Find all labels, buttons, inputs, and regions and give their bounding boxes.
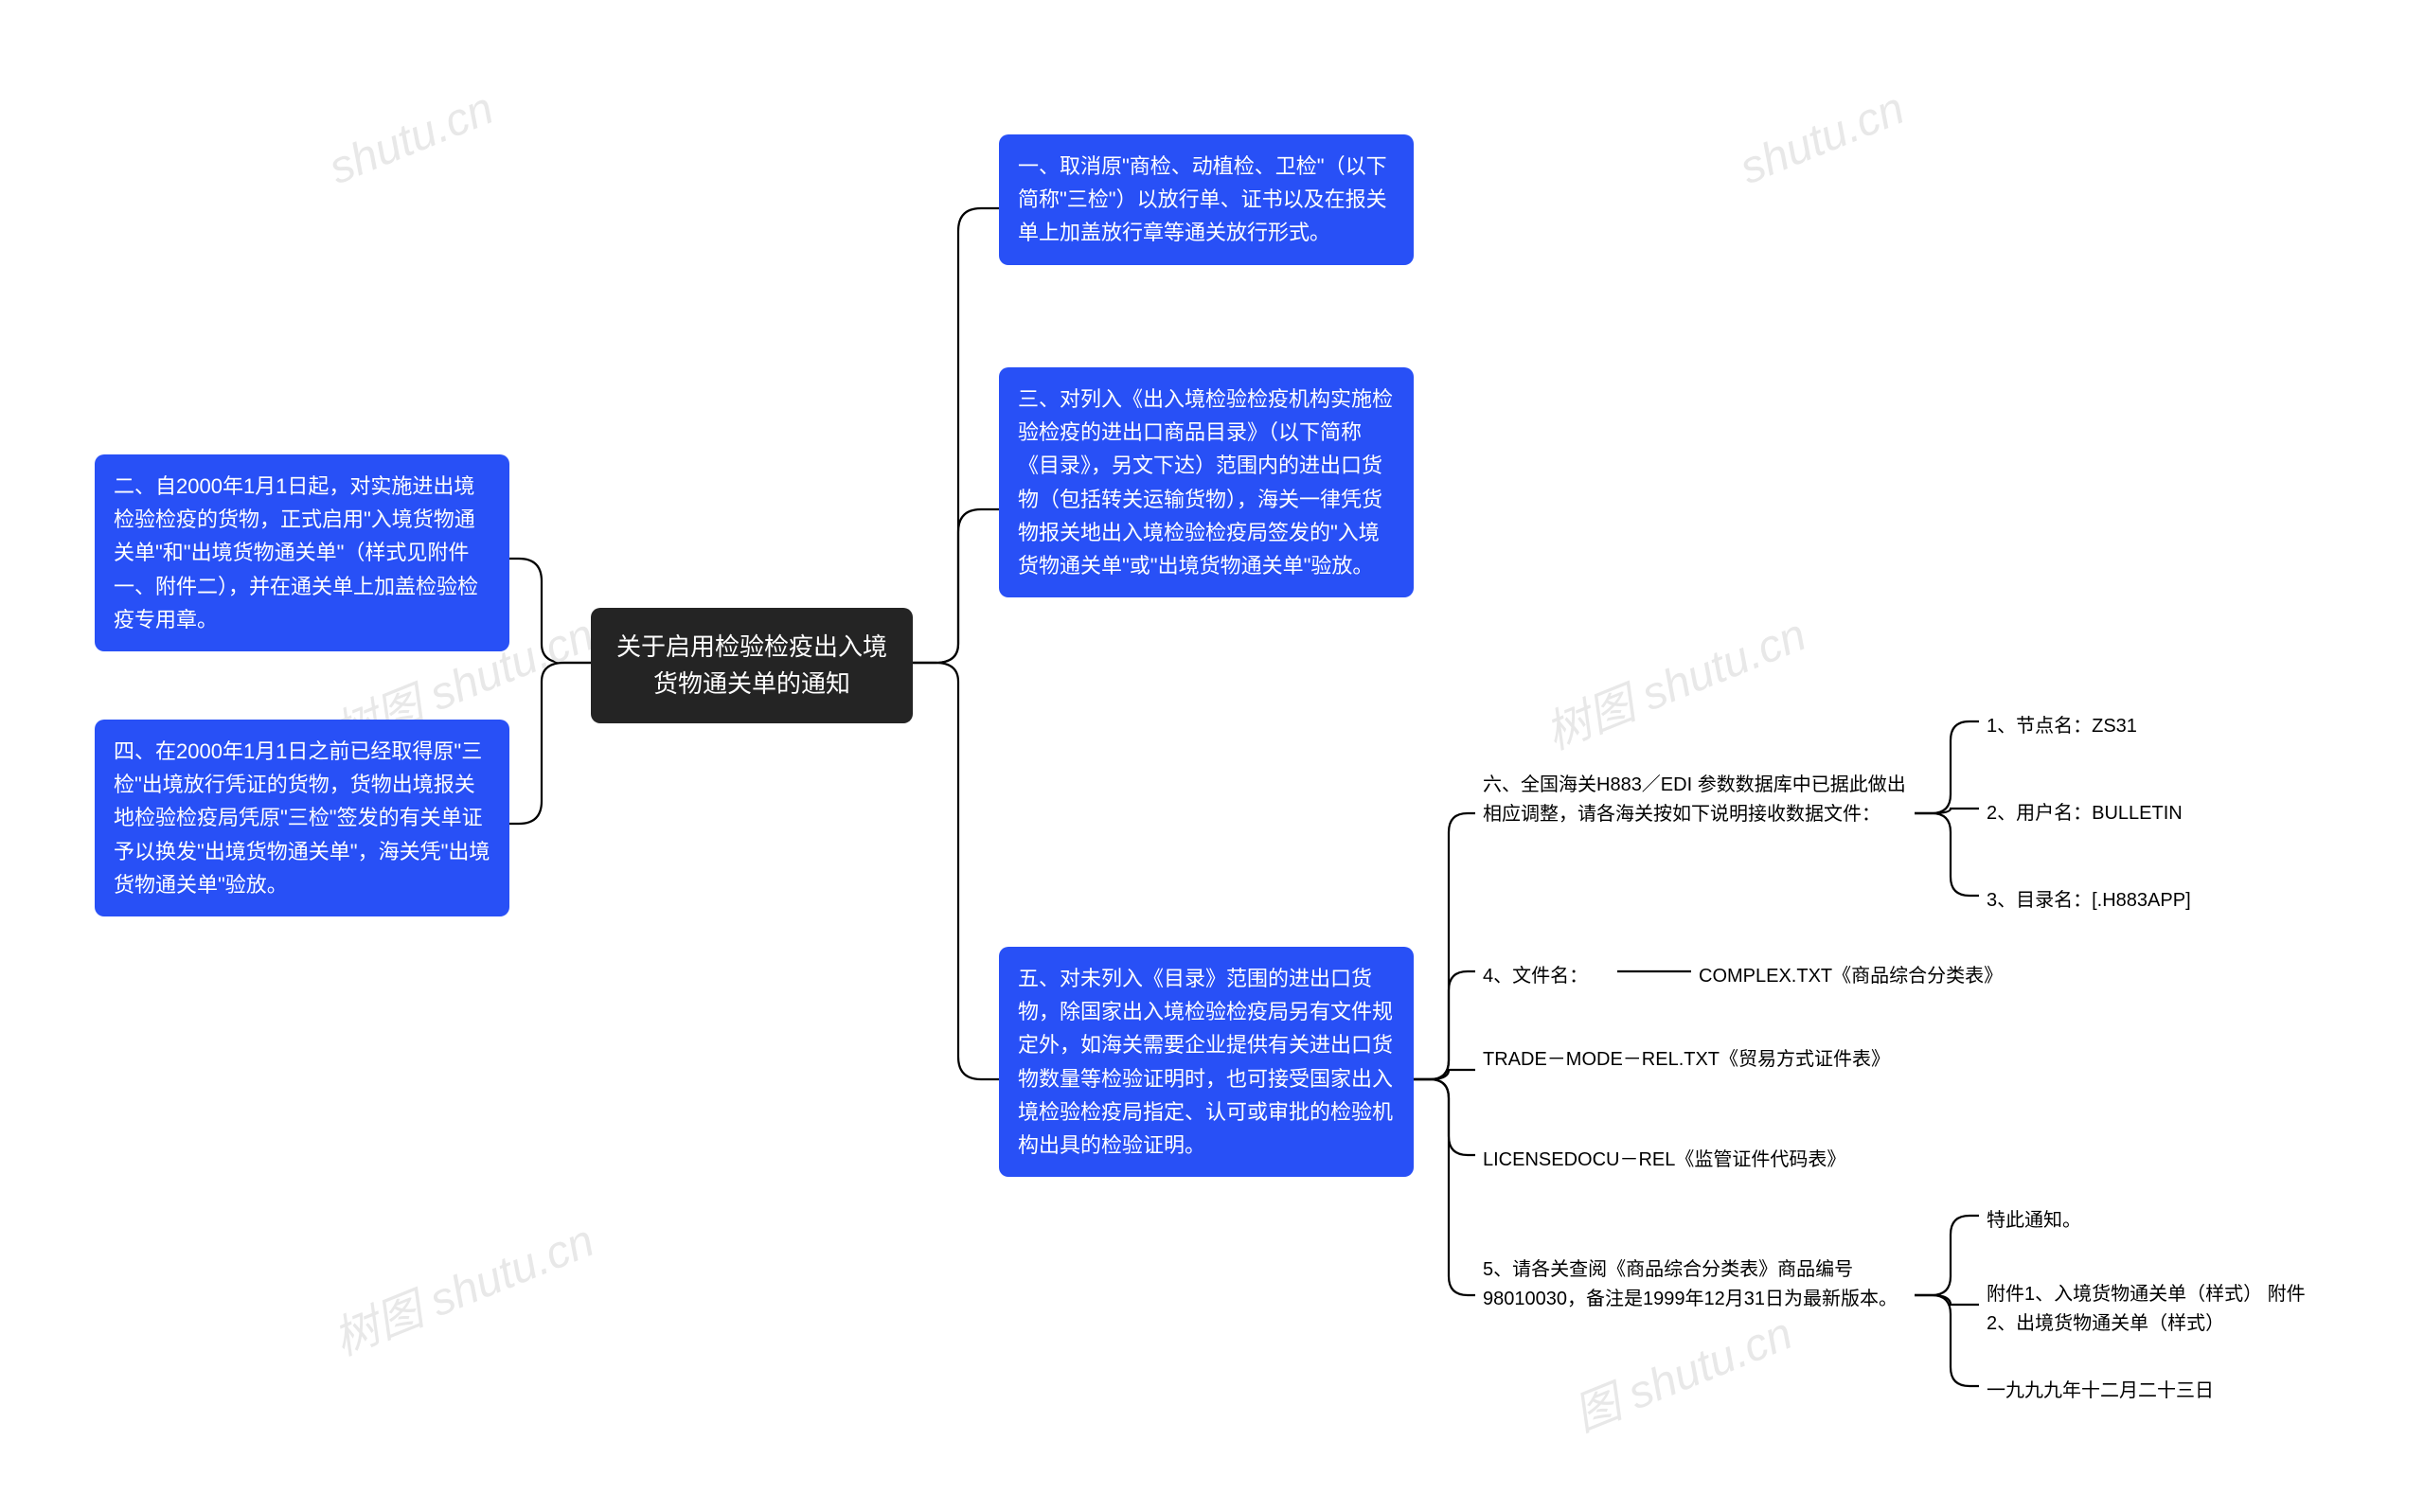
mindmap-node-plain[interactable]: 5、请各关查阅《商品综合分类表》商品编号98010030，备注是1999年12月…: [1475, 1250, 1915, 1320]
mindmap-node-plain[interactable]: 3、目录名：[.H883APP]: [1979, 881, 2263, 921]
node-label: 5、请各关查阅《商品综合分类表》商品编号98010030，备注是1999年12月…: [1483, 1259, 1898, 1309]
watermark: 树图 shutu.cn: [1534, 597, 1814, 762]
mindmap-node-plain[interactable]: 特此通知。: [1979, 1201, 2263, 1241]
mindmap-node-left[interactable]: 二、自2000年1月1日起，对实施进出境检验检疫的货物，正式启用"入境货物通关单…: [95, 454, 509, 651]
watermark: shutu.cn: [1733, 82, 1912, 195]
mindmap-node-plain[interactable]: 2、用户名：BULLETIN: [1979, 793, 2263, 834]
watermark: shutu.cn: [322, 82, 501, 195]
mindmap-root[interactable]: 关于启用检验检疫出入境货物通关单的通知: [591, 608, 913, 723]
node-label: COMPLEX.TXT《商品综合分类表》: [1699, 966, 2003, 987]
node-label: 3、目录名：[.H883APP]: [1987, 890, 2191, 911]
mindmap-node-plain[interactable]: 4、文件名：: [1475, 956, 1617, 997]
node-label: 三、对列入《出入境检验检疫机构实施检验检疫的进出口商品目录》（以下简称《目录》，…: [1018, 387, 1393, 578]
mindmap-node-plain[interactable]: 附件1、入境货物通关单（样式） 附件2、出境货物通关单（样式）: [1979, 1274, 2329, 1344]
mindmap-node-left[interactable]: 四、在2000年1月1日之前已经取得原"三检"出境放行凭证的货物，货物出境报关地…: [95, 720, 509, 916]
mindmap-node-right[interactable]: 五、对未列入《目录》范围的进出口货物，除国家出入境检验检疫局另有文件规定外，如海…: [999, 947, 1414, 1177]
node-label: 2、用户名：BULLETIN: [1987, 803, 2183, 824]
mindmap-node-right[interactable]: 一、取消原"商检、动植检、卫检"（以下简称"三检"）以放行单、证书以及在报关单上…: [999, 134, 1414, 265]
mindmap-node-plain[interactable]: COMPLEX.TXT《商品综合分类表》: [1691, 956, 2070, 997]
node-label: 一、取消原"商检、动植检、卫检"（以下简称"三检"）以放行单、证书以及在报关单上…: [1018, 154, 1387, 244]
node-label: 二、自2000年1月1日起，对实施进出境检验检疫的货物，正式启用"入境货物通关单…: [114, 474, 478, 631]
node-label: 1、节点名：ZS31: [1987, 716, 2137, 737]
mindmap-node-plain[interactable]: LICENSEDOCU－REL《监管证件代码表》: [1475, 1140, 1915, 1181]
node-label: LICENSEDOCU－REL《监管证件代码表》: [1483, 1149, 1845, 1170]
node-label: TRADE－MODE－REL.TXT《贸易方式证件表》: [1483, 1049, 1890, 1070]
mindmap-node-plain[interactable]: 六、全国海关H883／EDI 参数数据库中已据此做出相应调整，请各海关按如下说明…: [1475, 765, 1915, 835]
node-label: 4、文件名：: [1483, 966, 1588, 987]
node-label: 附件1、入境货物通关单（样式） 附件2、出境货物通关单（样式）: [1987, 1284, 2306, 1334]
node-label: 特此通知。: [1987, 1210, 2081, 1231]
node-label: 四、在2000年1月1日之前已经取得原"三检"出境放行凭证的货物，货物出境报关地…: [114, 739, 490, 897]
mindmap-node-right[interactable]: 三、对列入《出入境检验检疫机构实施检验检疫的进出口商品目录》（以下简称《目录》，…: [999, 367, 1414, 597]
mindmap-node-plain[interactable]: TRADE－MODE－REL.TXT《贸易方式证件表》: [1475, 1040, 1915, 1080]
node-label: 一九九九年十二月二十三日: [1987, 1380, 2214, 1401]
node-label: 关于启用检验检疫出入境货物通关单的通知: [616, 632, 887, 698]
mindmap-node-plain[interactable]: 一九九九年十二月二十三日: [1979, 1371, 2263, 1412]
node-label: 五、对未列入《目录》范围的进出口货物，除国家出入境检验检疫局另有文件规定外，如海…: [1018, 967, 1393, 1157]
watermark: 树图 shutu.cn: [322, 1203, 602, 1368]
mindmap-node-plain[interactable]: 1、节点名：ZS31: [1979, 706, 2263, 747]
node-label: 六、全国海关H883／EDI 参数数据库中已据此做出相应调整，请各海关按如下说明…: [1483, 774, 1906, 825]
